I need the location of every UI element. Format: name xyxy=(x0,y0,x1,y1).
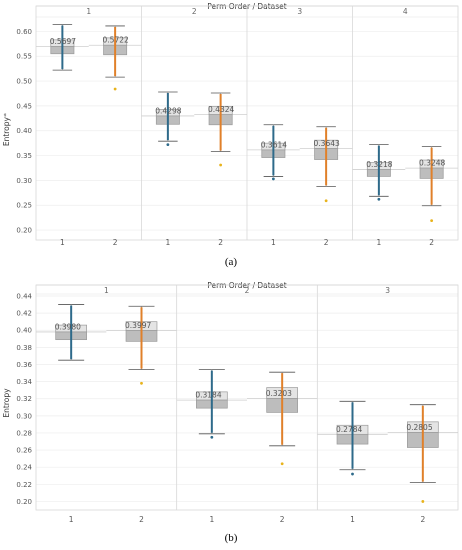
caption-b: (b) xyxy=(224,532,238,544)
median-label: 0.3643 xyxy=(314,139,340,148)
chart-a: Perm Order / DatasetEntropy≐0.200.250.30… xyxy=(2,2,459,247)
chart-b: Perm Order / Dataset Entropy 0.20 0.22 0.24 0… xyxy=(2,281,459,524)
y-tick-label: 0.60 xyxy=(16,28,32,36)
x-dataset-label: 2 xyxy=(113,238,118,247)
y-tick-label: 0.20 xyxy=(16,227,32,235)
median-label: 0.5722 xyxy=(103,36,129,45)
median-label: 0.3980 xyxy=(55,322,81,331)
x-dataset-label: 2 xyxy=(280,515,285,524)
x-dataset-label: 2 xyxy=(218,238,223,247)
median-label: 0.2784 xyxy=(336,425,362,434)
y-tick-label: 0.45 xyxy=(16,102,32,110)
median-label: 0.3248 xyxy=(419,159,445,168)
median-label: 0.2805 xyxy=(406,423,432,432)
y-tick-label: 0.42 xyxy=(16,310,32,318)
median-label: 0.5697 xyxy=(50,37,76,46)
y-tick-label: 0.34 xyxy=(16,378,32,386)
median-label: 0.4298 xyxy=(155,106,181,115)
y-tick-label: 0.20 xyxy=(16,498,32,506)
y-axis-label-marker: ≐ xyxy=(3,113,9,117)
caption-a: (a) xyxy=(224,256,238,268)
y-tick-label: 0.32 xyxy=(16,395,32,403)
x-dataset-label: 1 xyxy=(209,515,214,524)
y-tick-label: 0.22 xyxy=(16,481,32,489)
y-tick-label: 0.38 xyxy=(16,344,32,352)
x-dataset-label: 2 xyxy=(139,515,144,524)
y-axis-label: Entropy≐ xyxy=(2,113,11,146)
x-dataset-label: 1 xyxy=(60,238,65,247)
outlier-point xyxy=(219,163,223,167)
y-tick-label: 0.30 xyxy=(16,177,32,185)
group-header: 1 xyxy=(86,7,91,16)
y-tick-label: 0.36 xyxy=(16,361,32,369)
outlier-point xyxy=(377,197,381,201)
group-header: 4 xyxy=(403,7,408,16)
outlier-point xyxy=(351,472,354,476)
outlier-point xyxy=(166,143,170,147)
x-dataset-label: 2 xyxy=(420,515,425,524)
median-label: 0.3997 xyxy=(125,321,151,330)
outlier-point xyxy=(280,462,284,466)
group-header: 3 xyxy=(297,7,302,16)
median-label: 0.3184 xyxy=(195,391,221,400)
outlier-point xyxy=(210,435,214,439)
outlier-point xyxy=(430,219,434,223)
chart-title: Perm Order / Dataset xyxy=(207,281,287,290)
group-header: 2 xyxy=(192,7,197,16)
x-dataset-label: 2 xyxy=(429,238,434,247)
y-tick-label: 0.55 xyxy=(16,53,32,61)
y-tick-label: 0.30 xyxy=(16,412,32,420)
y-tick-label: 0.40 xyxy=(16,327,32,335)
outlier-point xyxy=(113,87,117,91)
y-tick-label: 0.26 xyxy=(16,447,32,455)
outlier-point xyxy=(271,177,275,181)
y-axis-label: Entropy xyxy=(2,388,11,418)
plot-frame xyxy=(35,5,459,241)
plot-frame xyxy=(35,284,459,511)
outlier-point xyxy=(324,199,328,203)
y-tick-label: 0.25 xyxy=(16,202,32,210)
x-dataset-label: 1 xyxy=(350,515,355,524)
x-dataset-label: 1 xyxy=(376,238,381,247)
median-label: 0.3218 xyxy=(366,160,392,169)
group-header: 2 xyxy=(245,286,250,295)
y-tick-label: 0.35 xyxy=(16,152,32,160)
median-label: 0.3614 xyxy=(261,140,287,149)
x-dataset-label: 1 xyxy=(165,238,170,247)
y-tick-label: 0.40 xyxy=(16,127,32,135)
outlier-point xyxy=(421,500,425,503)
y-tick-label: 0.28 xyxy=(16,429,32,437)
y-tick-label: 0.24 xyxy=(16,464,32,472)
x-dataset-label: 1 xyxy=(271,238,276,247)
group-header: 3 xyxy=(385,286,390,295)
y-tick-label: 0.50 xyxy=(16,78,32,86)
x-dataset-label: 1 xyxy=(69,515,74,524)
group-header: 1 xyxy=(104,286,109,295)
median-label: 0.4324 xyxy=(208,105,234,114)
outlier-point xyxy=(140,381,143,385)
y-tick-label: 0.44 xyxy=(16,293,32,301)
median-label: 0.3203 xyxy=(266,389,292,398)
x-dataset-label: 2 xyxy=(324,238,329,247)
